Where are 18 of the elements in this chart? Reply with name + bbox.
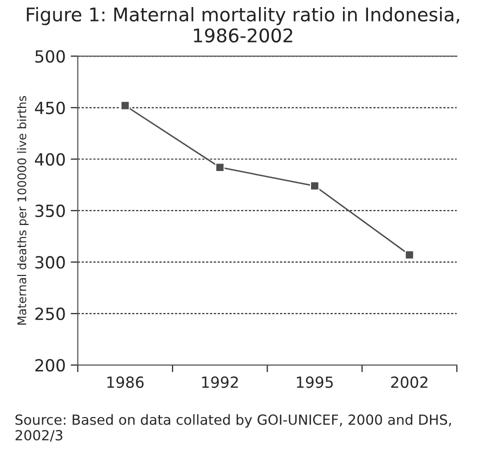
y-tick-label: 350	[35, 204, 65, 218]
x-tick-label: 1992	[202, 376, 238, 388]
x-tick-label: 2002	[391, 376, 428, 388]
y-tick-label: 400	[34, 153, 65, 166]
x-tick-label: 1995	[296, 376, 333, 388]
x-tick-label: 1986	[107, 376, 144, 388]
point	[310, 181, 320, 191]
y-tick-label: 250	[35, 308, 65, 320]
y-tick-label: 200	[35, 359, 65, 372]
y-tick-label: 450	[34, 102, 65, 114]
y-tick-label: 300	[35, 256, 65, 269]
chart-title: Figure 1: Maternal mortality ratio in Indonesia, 1986-2002	[26, 7, 460, 43]
point	[404, 250, 414, 260]
y-axis-title: Maternal deaths per 100000 live births	[17, 96, 29, 325]
source-note: Source: Based on data collated by GOI-UNICEF, 2000 and DHS, 2002/3	[15, 414, 451, 442]
point	[215, 162, 225, 172]
y-tick-label: 500	[35, 50, 65, 63]
point	[120, 100, 130, 110]
